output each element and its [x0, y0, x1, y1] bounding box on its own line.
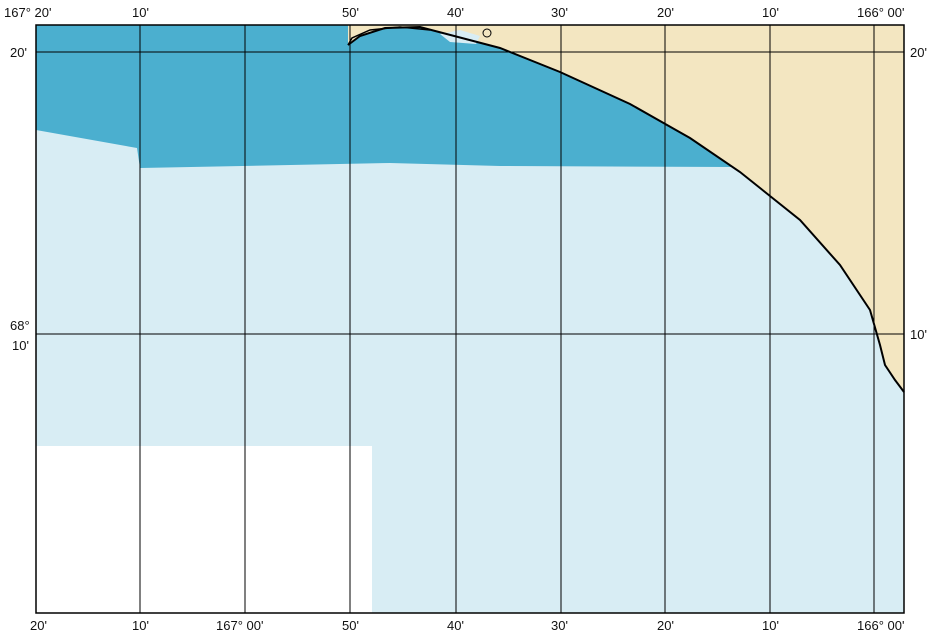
- bottom-lon-label: 166° 00': [857, 618, 904, 633]
- left-lat-label: 68°: [10, 318, 30, 333]
- top-lon-label: 40': [447, 5, 464, 20]
- top-lon-label: 10': [132, 5, 149, 20]
- bottom-lon-label: 10': [762, 618, 779, 633]
- top-lon-label: 20': [657, 5, 674, 20]
- right-lat-label: 20': [910, 45, 927, 60]
- bottom-lon-label: 20': [657, 618, 674, 633]
- left-lat-label: 20': [10, 45, 27, 60]
- top-lon-label: 167° 20': [4, 5, 51, 20]
- top-lon-label: 10': [762, 5, 779, 20]
- spit-coastline: [347, 26, 431, 46]
- map-frame: [35, 24, 905, 614]
- bottom-lon-label: 30': [551, 618, 568, 633]
- bottom-lon-label: 20': [30, 618, 47, 633]
- top-lon-label: 166° 00': [857, 5, 904, 20]
- bottom-lon-label: 10': [132, 618, 149, 633]
- top-lon-label: 50': [342, 5, 359, 20]
- islet: [482, 28, 492, 38]
- land-area: [348, 25, 904, 392]
- graticule: [36, 25, 904, 613]
- left-lat-label: 10': [12, 338, 29, 353]
- top-lon-label: 30': [551, 5, 568, 20]
- bottom-lon-label: 167° 00': [216, 618, 263, 633]
- right-lat-label: 10': [910, 327, 927, 342]
- bottom-lon-label: 50': [342, 618, 359, 633]
- bottom-lon-label: 40': [447, 618, 464, 633]
- no-data-area: [36, 446, 372, 613]
